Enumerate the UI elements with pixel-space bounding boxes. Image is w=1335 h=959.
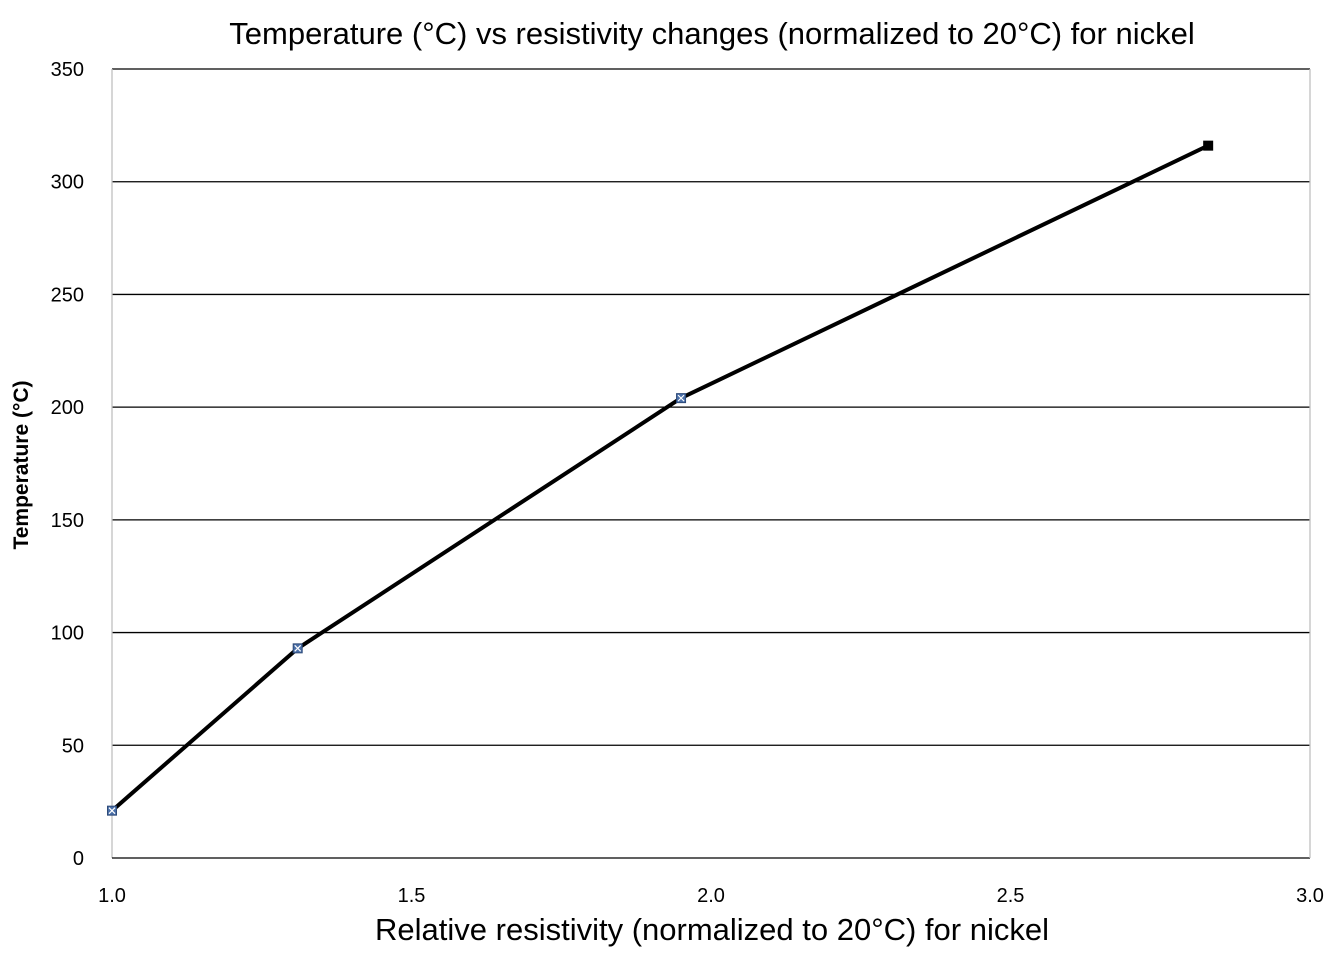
- data-point-cross: [677, 394, 685, 402]
- data-point: [107, 805, 117, 816]
- series-layer: [107, 140, 1214, 816]
- data-point-cross: [294, 644, 302, 652]
- data-point-cross: [108, 807, 116, 815]
- x-tick-label: 1.5: [398, 885, 426, 907]
- y-tick-label: 300: [51, 172, 84, 194]
- x-tick-label: 3.0: [1296, 885, 1324, 907]
- series-line: [110, 143, 1211, 813]
- data-point: [1203, 140, 1214, 151]
- x-tick-label: 2.5: [997, 885, 1025, 907]
- grid-lines: [112, 68, 1310, 746]
- axes: [111, 69, 1311, 859]
- x-tick-label: 2.0: [697, 885, 725, 907]
- y-tick-label: 250: [51, 284, 84, 306]
- y-tick-label: 150: [51, 510, 84, 532]
- x-tick-labels: 1.0 1.5 2.0 2.5 3.0: [98, 885, 1324, 907]
- y-tick-label: 50: [62, 735, 84, 757]
- data-point: [676, 393, 687, 404]
- x-tick-label: 1.0: [98, 885, 126, 907]
- y-tick-label: 350: [51, 59, 84, 81]
- y-axis-label: Temperature (°C): [10, 380, 33, 549]
- y-tick-label: 0: [73, 848, 84, 870]
- x-axis-label: Relative resistivity (normalized to 20°C…: [375, 912, 1049, 947]
- data-point: [292, 643, 303, 654]
- y-tick-label: 200: [51, 397, 84, 419]
- data-point-marker: [1203, 140, 1214, 151]
- chart-title: Temperature (°C) vs resistivity changes …: [229, 16, 1194, 51]
- y-tick-label: 100: [51, 623, 84, 645]
- y-tick-labels: 0 50 100 150 200 250 300 350: [51, 59, 84, 870]
